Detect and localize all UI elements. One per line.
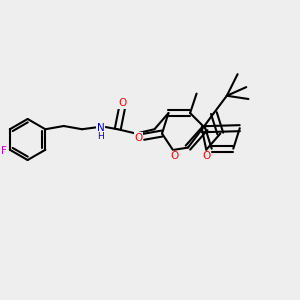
Text: O: O xyxy=(118,98,126,108)
Text: N: N xyxy=(97,123,105,133)
Text: O: O xyxy=(134,133,142,143)
Text: O: O xyxy=(202,151,210,161)
Text: O: O xyxy=(170,151,178,161)
Text: F: F xyxy=(2,146,8,156)
Text: H: H xyxy=(97,132,104,141)
